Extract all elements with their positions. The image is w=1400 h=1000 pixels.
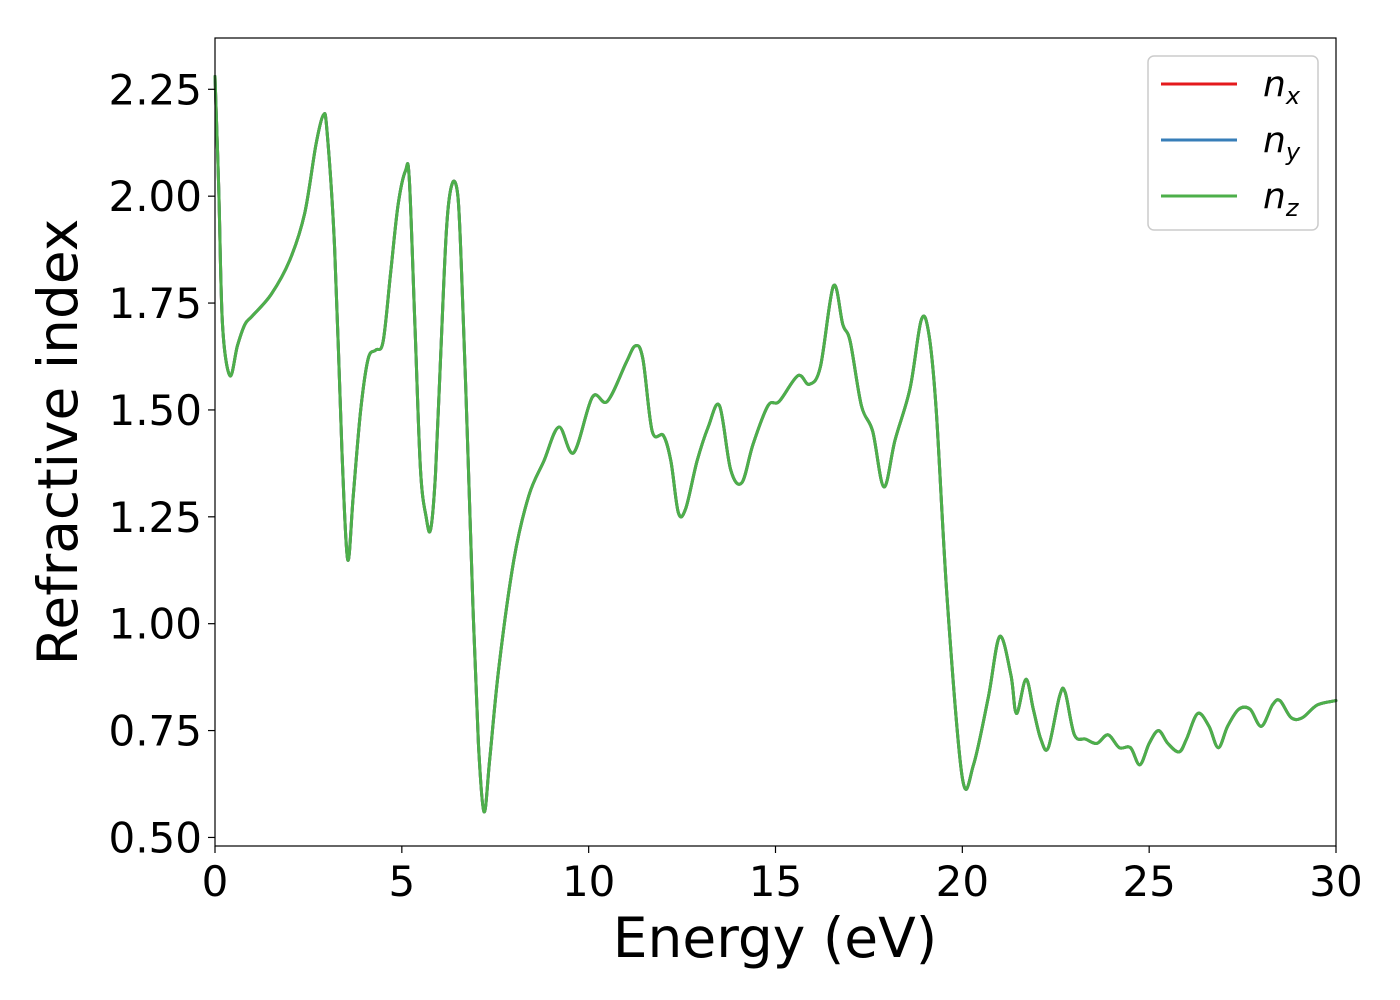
legend-box bbox=[1147, 55, 1319, 231]
legend-label-subscript: z bbox=[1285, 194, 1300, 222]
series-line-nz bbox=[213, 75, 1338, 814]
legend-label-main: n bbox=[1263, 176, 1286, 217]
x-tick-label: 25 bbox=[1122, 857, 1175, 906]
legend-label-subscript: x bbox=[1285, 82, 1301, 110]
y-tick-label: 0.75 bbox=[108, 707, 202, 756]
x-tick-label: 5 bbox=[388, 857, 415, 906]
y-tick-label: 2.25 bbox=[108, 65, 202, 114]
legend-label-main: n bbox=[1263, 64, 1286, 105]
y-tick-label: 1.50 bbox=[108, 386, 202, 435]
x-tick-label: 15 bbox=[749, 857, 802, 906]
x-tick-label: 10 bbox=[562, 857, 615, 906]
y-axis-ticks: 0.50 0.75 1.00 1.25 1.50 1.75 2.00 2.25 bbox=[108, 65, 215, 862]
x-tick-label: 0 bbox=[202, 857, 229, 906]
x-axis-label: Energy (eV) bbox=[613, 906, 937, 970]
y-tick-label: 2.00 bbox=[108, 172, 202, 221]
y-tick-label: 1.75 bbox=[108, 279, 202, 328]
legend-label-main: n bbox=[1263, 120, 1286, 161]
plot-frame bbox=[214, 37, 1337, 847]
legend-label-nx: nx bbox=[1263, 64, 1301, 110]
legend-label-nz: nz bbox=[1263, 176, 1300, 222]
y-tick-label: 1.00 bbox=[108, 600, 202, 649]
series-lines bbox=[213, 75, 1338, 814]
y-axis-label: Refractive index bbox=[26, 219, 90, 666]
legend-label-subscript: y bbox=[1285, 138, 1301, 166]
x-tick-label: 30 bbox=[1309, 857, 1362, 906]
x-axis-ticks: 0 5 10 15 20 25 30 bbox=[202, 846, 1363, 906]
y-tick-label: 1.25 bbox=[108, 493, 202, 542]
x-tick-label: 20 bbox=[936, 857, 989, 906]
legend-label-ny: ny bbox=[1263, 120, 1301, 166]
y-tick-label: 0.50 bbox=[108, 813, 202, 862]
